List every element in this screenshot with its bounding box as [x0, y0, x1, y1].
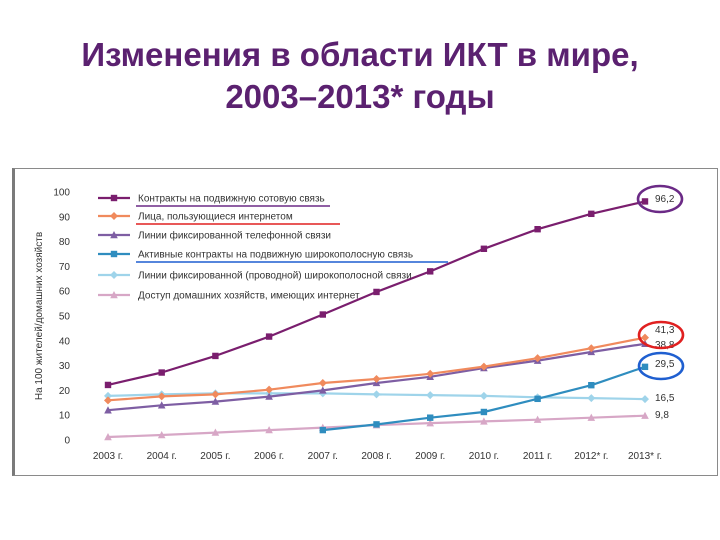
y-tick-label: 60 — [59, 287, 71, 298]
data-point — [480, 408, 488, 416]
title-line-1: Изменения в области ИКТ в мире, — [81, 36, 639, 73]
y-tick-label: 90 — [59, 212, 71, 223]
x-tick-label: 2003 г. — [93, 451, 123, 462]
end-value-label: 9,8 — [655, 410, 669, 421]
legend-marker — [110, 231, 118, 239]
data-point — [641, 395, 649, 404]
data-point — [372, 390, 381, 399]
data-point — [427, 414, 434, 421]
data-point — [534, 226, 541, 233]
y-tick-label: 80 — [59, 237, 71, 248]
data-point — [104, 381, 112, 389]
data-point — [319, 386, 327, 394]
y-tick-label: 10 — [59, 411, 71, 422]
legend-marker — [110, 194, 118, 202]
end-value-label: 96,2 — [655, 194, 675, 205]
data-point — [265, 426, 273, 434]
data-point — [319, 311, 326, 318]
data-point — [641, 411, 649, 419]
data-point — [588, 381, 595, 389]
data-point — [533, 354, 542, 363]
data-point — [372, 374, 381, 383]
data-point — [373, 421, 380, 428]
data-point — [480, 245, 488, 252]
end-value-label: 16,5 — [655, 393, 675, 404]
data-point — [426, 419, 434, 427]
x-tick-label: 2012* г. — [574, 451, 608, 462]
data-point — [157, 392, 166, 401]
end-value-label: 29,5 — [655, 359, 675, 370]
x-tick-label: 2011 г. — [523, 451, 553, 462]
legend-entry: Активные контракты на подвижную широкопо… — [138, 250, 413, 261]
y-tick-label: 20 — [59, 386, 71, 397]
y-tick-label: 50 — [59, 312, 71, 323]
x-tick-label: 2008 г. — [361, 451, 391, 462]
data-point — [104, 406, 112, 414]
data-point — [427, 268, 434, 275]
legend-entry: Доступ домашних хозяйств, имеющих интерн… — [138, 291, 360, 302]
data-point — [588, 210, 595, 218]
title-line-2: 2003–2013* годы — [225, 78, 495, 115]
data-point — [157, 401, 166, 409]
data-point — [211, 397, 220, 405]
y-tick-label: 30 — [59, 361, 71, 372]
data-point — [480, 417, 488, 425]
data-point — [587, 344, 596, 353]
data-point — [426, 369, 435, 378]
y-tick-label: 40 — [59, 336, 71, 347]
highlight-ellipse — [637, 351, 685, 381]
data-point — [104, 396, 112, 405]
data-point — [158, 369, 165, 376]
data-point — [318, 378, 327, 387]
data-point — [265, 385, 274, 394]
data-point — [265, 392, 273, 400]
data-point — [641, 198, 649, 205]
x-tick-label: 2010 г. — [469, 451, 499, 462]
legend-entry: Линии фиксированной телефонной связи — [138, 230, 331, 242]
data-point — [534, 395, 541, 403]
data-point — [212, 352, 219, 360]
legend-entry: Контракты на подвижную сотовую связь — [138, 194, 325, 205]
legend-entry: Линии фиксированной (проводной) широкопо… — [138, 270, 412, 282]
data-point — [479, 362, 488, 371]
legend-marker — [110, 271, 118, 279]
highlight-ellipse — [637, 320, 685, 350]
data-point — [426, 391, 435, 400]
data-point — [319, 426, 326, 434]
y-tick-label: 0 — [64, 436, 70, 447]
data-point — [373, 288, 380, 296]
x-tick-label: 2009 г. — [415, 451, 445, 462]
data-point — [157, 431, 166, 439]
data-point — [587, 394, 596, 403]
x-tick-label: 2004 г. — [147, 451, 177, 462]
data-point — [265, 333, 273, 340]
data-point — [587, 413, 596, 421]
data-point — [641, 333, 649, 342]
data-point — [641, 363, 649, 371]
legend-marker — [110, 291, 118, 299]
highlight-ellipse — [636, 184, 684, 214]
x-tick-label: 2005 г. — [200, 451, 230, 462]
x-tick-label: 2013* г. — [628, 451, 662, 462]
legend-entry: Лица, пользующиеся интернетом — [138, 212, 293, 223]
x-tick-label: 2006 г. — [254, 451, 284, 462]
legend-marker — [110, 250, 118, 258]
legend-marker — [110, 212, 118, 220]
data-point — [479, 391, 488, 400]
x-tick-label: 2007 г. — [308, 451, 338, 462]
data-point — [211, 390, 220, 399]
data-point — [104, 391, 112, 400]
y-tick-label: 100 — [53, 188, 70, 199]
data-point — [533, 415, 542, 423]
data-point — [211, 428, 220, 436]
y-axis-title: На 100 жителей/домашних хозяйств — [34, 232, 45, 400]
y-tick-label: 70 — [59, 262, 71, 273]
data-point — [104, 433, 112, 441]
end-value-label: 41,3 — [655, 325, 675, 336]
page-title: Изменения в области ИКТ в мире, 2003–201… — [0, 34, 720, 118]
end-value-label: 38,8 — [655, 340, 675, 351]
